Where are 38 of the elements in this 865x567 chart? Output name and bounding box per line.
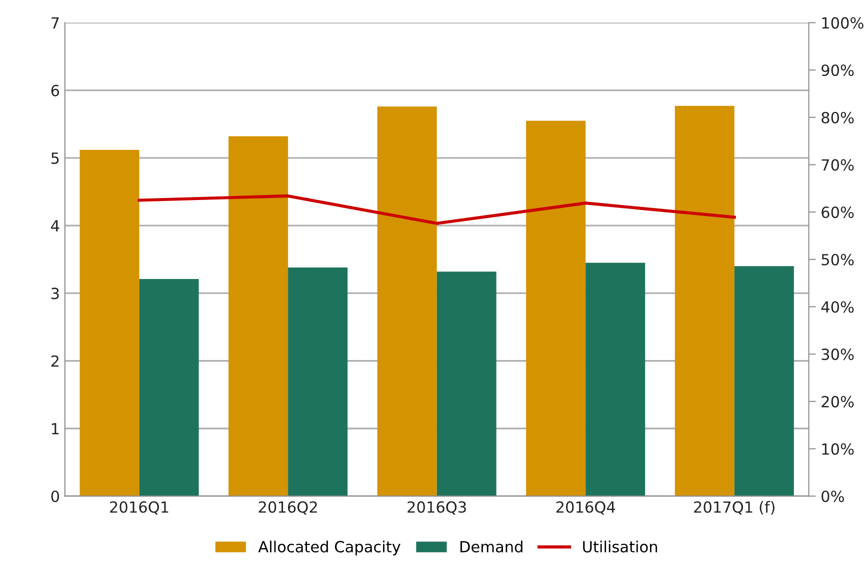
y-tick-label: 5 bbox=[51, 152, 59, 164]
bar bbox=[139, 279, 199, 496]
bar bbox=[288, 268, 348, 496]
y2-tick-label: 60% bbox=[822, 206, 854, 218]
bar bbox=[228, 136, 288, 496]
y2-tick-label: 30% bbox=[822, 348, 854, 360]
y2-tick-label: 0% bbox=[822, 490, 844, 502]
y-tick-label: 6 bbox=[51, 84, 60, 96]
x-tick-label: 2016Q1 bbox=[110, 501, 168, 515]
y2-tick-label: 90% bbox=[822, 64, 854, 76]
bar bbox=[674, 106, 734, 496]
bar bbox=[80, 150, 140, 496]
y2-tick-label: 50% bbox=[822, 254, 854, 266]
bar bbox=[734, 266, 794, 496]
y-tick-label: 7 bbox=[52, 17, 59, 28]
x-tick-label: 2016Q2 bbox=[258, 501, 317, 515]
legend-label: Allocated Capacity bbox=[258, 540, 400, 556]
x-tick-label: 2017Q1 (f) bbox=[694, 500, 774, 515]
y-tick-label: 0 bbox=[51, 490, 59, 502]
line-series bbox=[138, 194, 736, 225]
y2-tick-label: 70% bbox=[822, 159, 854, 171]
y2-tick-label: 10% bbox=[822, 443, 854, 455]
legend-label: Utilisation bbox=[583, 540, 657, 552]
y-tick-label: 1 bbox=[52, 423, 59, 434]
y2-tick-label: 80% bbox=[822, 112, 854, 124]
bar bbox=[436, 272, 496, 496]
x-tick-label: 2016Q4 bbox=[556, 501, 616, 515]
legend-label: Demand bbox=[460, 540, 522, 552]
y2-tick-label: 100% bbox=[822, 17, 864, 29]
bar bbox=[377, 106, 437, 496]
bar bbox=[526, 120, 586, 496]
y2-tick-label: 20% bbox=[822, 396, 854, 408]
y-tick-label: 3 bbox=[51, 288, 59, 300]
y2-tick-label: 40% bbox=[821, 301, 854, 313]
y-tick-label: 2 bbox=[51, 355, 58, 367]
y-tick-label: 4 bbox=[51, 220, 60, 232]
bar bbox=[586, 262, 646, 496]
x-tick-label: 2016Q3 bbox=[408, 501, 466, 515]
